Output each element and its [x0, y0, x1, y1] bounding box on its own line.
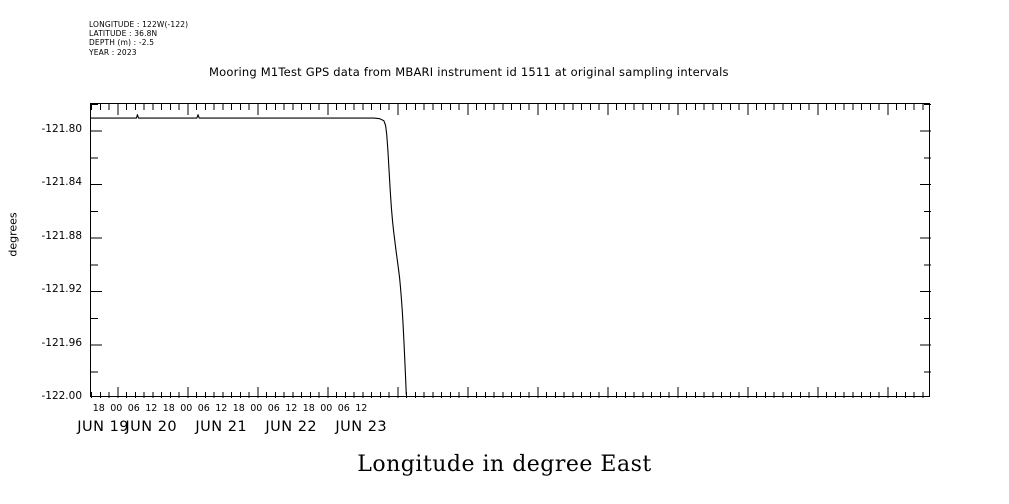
- x-tick-hour-label: 00: [110, 403, 123, 414]
- x-tick-hour-label: 00: [250, 403, 263, 414]
- y-tick-label: -121.84: [41, 176, 82, 189]
- x-tick-day-label: JUN 21: [195, 419, 248, 435]
- x-tick-day-label: JUN 22: [265, 419, 318, 435]
- x-tick-hour-label: 06: [127, 403, 140, 414]
- plot-canvas: [91, 104, 931, 398]
- x-tick-hour-label: 12: [145, 403, 158, 414]
- metadata-depth: DEPTH (m) : -2.5: [89, 38, 155, 48]
- x-tick-day-label: JUN 19: [77, 419, 130, 435]
- x-tick-hour-label: 18: [232, 403, 245, 414]
- metadata-latitude: LATITUDE : 36.8N: [89, 29, 158, 39]
- x-tick-hour-label: 06: [197, 403, 210, 414]
- x-tick-hour-label: 12: [285, 403, 298, 414]
- x-tick-hour-label: 12: [215, 403, 228, 414]
- plot-title: Mooring M1Test GPS data from MBARI instr…: [209, 65, 729, 79]
- x-tick-hour-label: 18: [162, 403, 175, 414]
- data-series-line: [91, 114, 407, 396]
- x-tick-hour-label: 06: [267, 403, 280, 414]
- axis-ticks: [91, 104, 931, 398]
- y-tick-label: -122.00: [41, 390, 82, 402]
- y-tick-label: -121.80: [41, 122, 82, 135]
- x-tick-hour-label: 06: [337, 403, 350, 414]
- x-tick-hour-label: 00: [320, 403, 333, 414]
- metadata-longitude: LONGITUDE : 122W(-122): [89, 20, 189, 29]
- metadata-year: YEAR : 2023: [89, 47, 137, 57]
- metadata-block: LONGITUDE : 122W(-122) LATITUDE : 36.8N …: [89, 20, 188, 57]
- x-tick-hour-label: 12: [355, 403, 368, 414]
- plot-frame: [90, 103, 931, 398]
- x-tick-day-label: JUN 20: [125, 419, 178, 435]
- x-tick-hour-label: 18: [92, 403, 105, 414]
- x-tick-hour-label: 18: [302, 403, 315, 414]
- y-axis-label: degrees: [6, 212, 20, 257]
- x-tick-hour-label: 00: [180, 403, 193, 414]
- y-tick-label: -121.88: [41, 229, 82, 242]
- y-tick-label: -121.92: [41, 283, 82, 296]
- bottom-caption: Longitude in degree East: [357, 452, 652, 477]
- y-tick-label: -121.96: [41, 336, 82, 349]
- x-tick-day-label: JUN 23: [335, 419, 388, 435]
